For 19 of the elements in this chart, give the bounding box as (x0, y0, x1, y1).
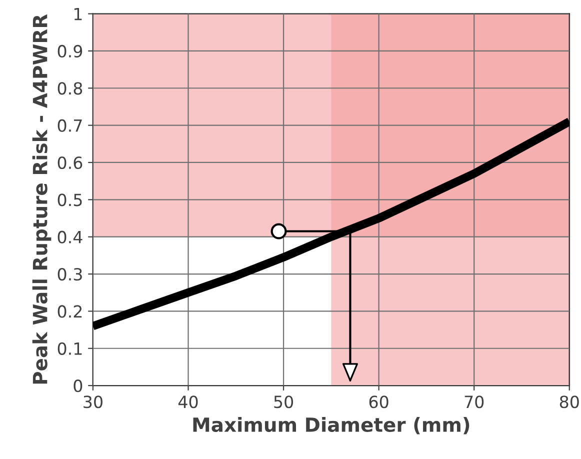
x-axis-title: Maximum Diameter (mm) (193, 416, 470, 434)
y-tick-label: 0.4 (58, 230, 82, 244)
x-tick-label: 30 (84, 396, 102, 408)
x-tick-label: 70 (464, 396, 484, 408)
y-tick-label: 0.9 (58, 44, 82, 58)
x-tick-label: 40 (178, 396, 198, 408)
x-tick-label: 60 (369, 396, 388, 408)
y-tick-label: 0.6 (58, 156, 82, 170)
y-tick-label: 0.7 (58, 119, 82, 132)
y-tick-label: 1 (74, 8, 82, 20)
y-tick-label: 0.2 (58, 305, 82, 318)
x-tick-label: 80 (560, 396, 579, 408)
y-tick-label: 0.8 (58, 82, 82, 95)
y-tick-label: 0.5 (58, 194, 82, 206)
y-tick-label: 0 (74, 380, 82, 392)
x-tick-label: 50 (274, 396, 294, 408)
y-tick-label: 0.1 (58, 342, 82, 355)
y-axis-title: Peak Wall Rupture Risk - A4PWRR (32, 14, 52, 384)
y-tick-label: 0.3 (58, 268, 82, 281)
